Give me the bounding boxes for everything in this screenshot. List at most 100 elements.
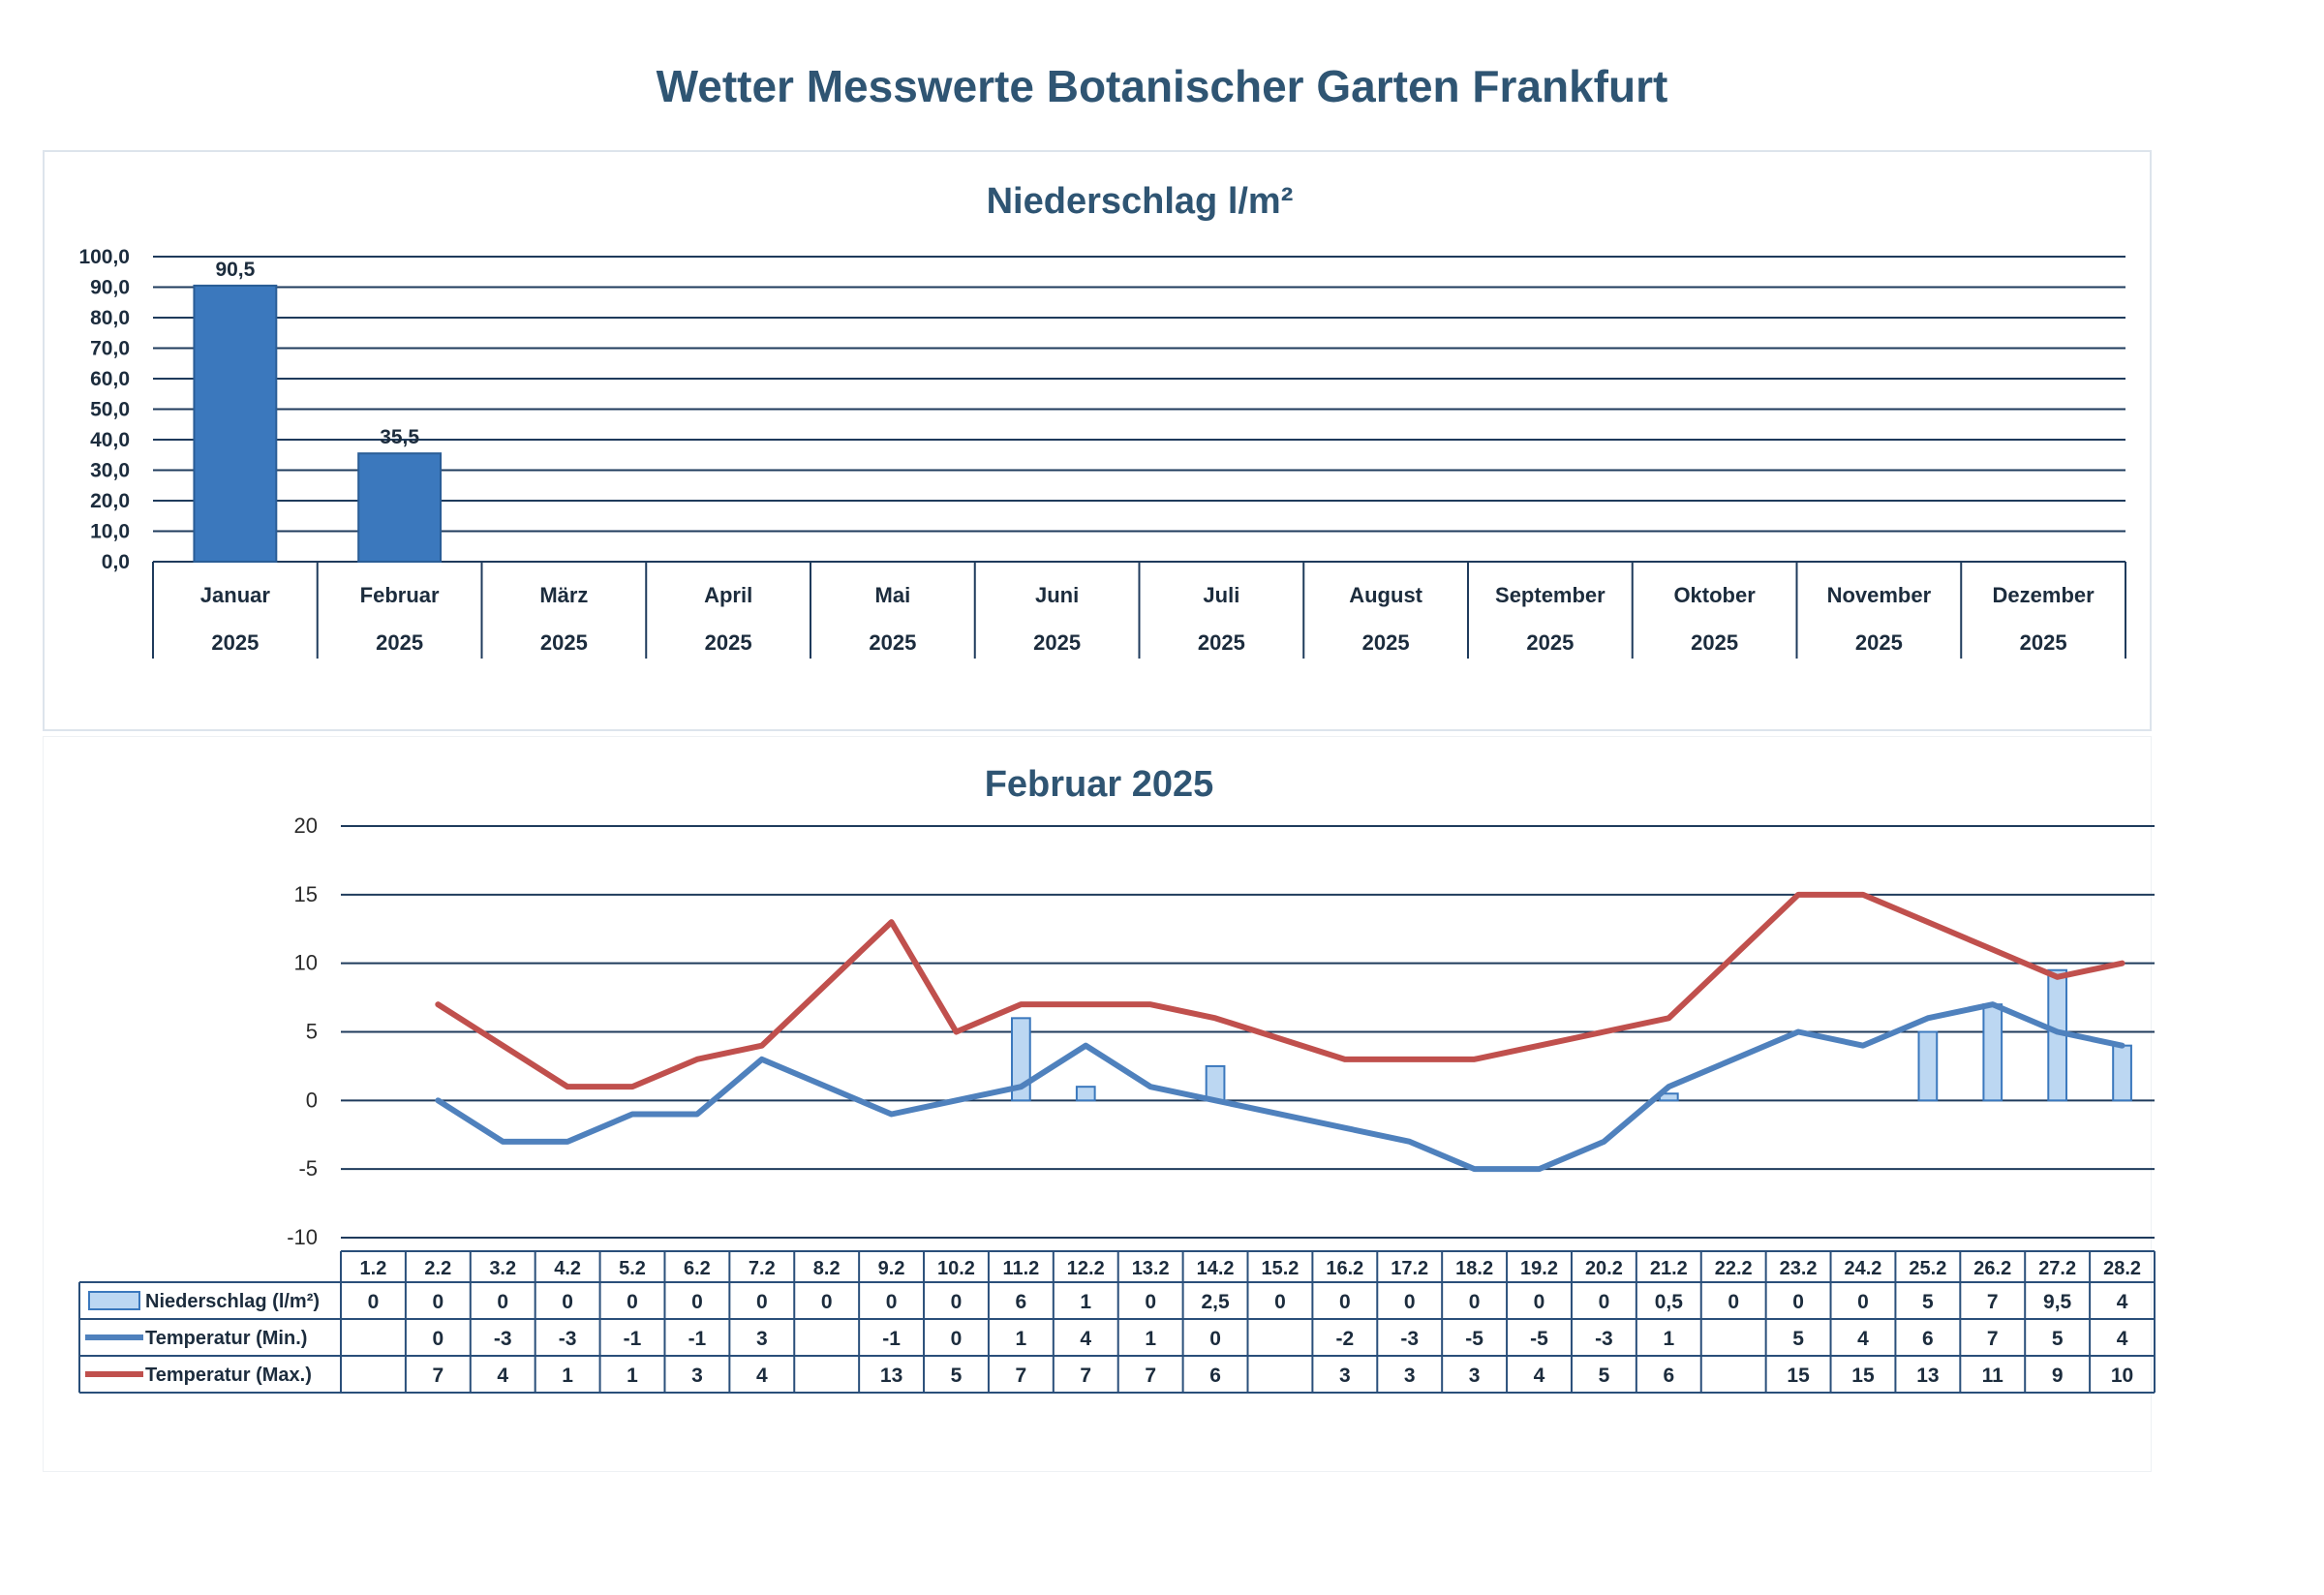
table-cell: 6 (1016, 1291, 1027, 1313)
table-cell: 11 (1982, 1365, 2004, 1387)
x-year-label: 2025 (1526, 630, 1574, 655)
table-cell: 0 (821, 1291, 833, 1313)
table-header-cell: 15.2 (1261, 1258, 1299, 1279)
x-year-label: 2025 (211, 630, 259, 655)
table-cell: 0 (1469, 1291, 1481, 1313)
table-cell: 1 (627, 1365, 638, 1387)
table-cell: 5 (1792, 1328, 1804, 1350)
table-cell: 0 (886, 1291, 898, 1313)
bar-data-label: 90,5 (215, 259, 255, 281)
february-chart-panel (43, 736, 2152, 1472)
table-cell: 9,5 (2043, 1291, 2072, 1313)
precip-bar (1075, 1086, 1096, 1102)
chart-title: Niederschlag l/m² (987, 181, 1294, 222)
x-year-label: 2025 (2020, 630, 2067, 655)
legend-row-label: Temperatur (Max.) (145, 1365, 312, 1386)
table-cell: -2 (1335, 1328, 1354, 1350)
table-header-cell: 1.2 (360, 1258, 387, 1279)
table-cell: 6 (1922, 1328, 1934, 1350)
table-cell: 0 (1145, 1291, 1156, 1313)
table-cell: -1 (688, 1328, 707, 1350)
x-year-label: 2025 (1691, 630, 1738, 655)
table-cell: 7 (1987, 1291, 1999, 1313)
table-header-cell: 3.2 (489, 1258, 516, 1279)
table-header-cell: 17.2 (1391, 1258, 1428, 1279)
table-header-cell: 23.2 (1780, 1258, 1818, 1279)
y-tick-label: 10,0 (90, 521, 130, 543)
table-header-cell: 14.2 (1197, 1258, 1235, 1279)
table-cell: 4 (756, 1365, 768, 1387)
table-cell: 5 (951, 1365, 963, 1387)
x-month-label: März (539, 583, 588, 607)
table-header-cell: 7.2 (749, 1258, 776, 1279)
y-tick-label: 70,0 (90, 338, 130, 360)
table-cell: 2,5 (1201, 1291, 1230, 1313)
table-cell: 0 (497, 1291, 508, 1313)
table-cell: 4 (1534, 1365, 1545, 1387)
table-cell: -3 (559, 1328, 577, 1350)
x-month-label: Oktober (1673, 583, 1756, 607)
y-tick-label: 20,0 (90, 490, 130, 512)
page-title: Wetter Messwerte Botanischer Garten Fran… (656, 61, 1668, 111)
table-cell: -5 (1465, 1328, 1483, 1350)
x-month-label: Januar (200, 583, 271, 607)
y-tick-label: 40,0 (90, 429, 130, 451)
y-tick-label: 60,0 (90, 368, 130, 390)
table-header-cell: 18.2 (1455, 1258, 1493, 1279)
table-header-cell: 5.2 (619, 1258, 646, 1279)
table-cell: 0 (562, 1291, 573, 1313)
table-cell: 3 (756, 1328, 768, 1350)
precipitation-chart-panel (43, 150, 2152, 731)
table-cell: 10 (2111, 1365, 2133, 1387)
table-cell: 3 (1404, 1365, 1416, 1387)
chart-title: Februar 2025 (985, 764, 1214, 805)
temp-min-line (435, 1001, 2125, 1173)
table-cell: 0 (1728, 1291, 1739, 1313)
temp-max-line (435, 891, 2125, 1090)
table-cell: 3 (1469, 1365, 1481, 1387)
table-cell: 5 (1599, 1365, 1610, 1387)
table-cell: 15 (1787, 1365, 1810, 1387)
y-tick-label: -10 (287, 1225, 318, 1249)
table-cell: 0 (1857, 1291, 1869, 1313)
table-header-cell: 20.2 (1585, 1258, 1623, 1279)
table-cell: 5 (1922, 1291, 1934, 1313)
table-cell: 7 (1016, 1365, 1027, 1387)
table-header-cell: 26.2 (1973, 1258, 2011, 1279)
precip-bar (2112, 1044, 2132, 1102)
x-year-label: 2025 (376, 630, 423, 655)
table-cell: 0 (1274, 1291, 1286, 1313)
y-tick-label: -5 (298, 1156, 318, 1181)
table-cell: 3 (691, 1365, 703, 1387)
y-tick-label: 0,0 (102, 551, 130, 573)
table-cell: 7 (1080, 1365, 1091, 1387)
table-cell: 0 (691, 1291, 703, 1313)
table-cell: 0 (951, 1328, 963, 1350)
y-tick-label: 30,0 (90, 460, 130, 482)
table-header-cell: 11.2 (1002, 1258, 1039, 1279)
table-cell: 5 (2052, 1328, 2064, 1350)
table-header-cell: 12.2 (1067, 1258, 1105, 1279)
x-year-label: 2025 (540, 630, 588, 655)
table-cell: 4 (1857, 1328, 1869, 1350)
x-month-label: Juli (1203, 583, 1239, 607)
y-tick-label: 5 (306, 1020, 318, 1044)
table-cell: 1 (1145, 1328, 1156, 1350)
table-header-cell: 25.2 (1909, 1258, 1946, 1279)
table-header-cell: 27.2 (2038, 1258, 2076, 1279)
x-year-label: 2025 (869, 630, 916, 655)
y-tick-label: 80,0 (90, 307, 130, 329)
table-cell: 1 (562, 1365, 573, 1387)
table-cell: -3 (494, 1328, 512, 1350)
x-year-label: 2025 (1362, 630, 1410, 655)
legend-row-label: Niederschlag (l/m²) (145, 1291, 320, 1312)
table-cell: 0 (951, 1291, 963, 1313)
table-cell: -3 (1400, 1328, 1419, 1350)
table-cell: 6 (1209, 1365, 1221, 1387)
table-cell: 0 (1792, 1291, 1804, 1313)
precip-bar (1205, 1064, 1226, 1102)
table-cell: 7 (432, 1365, 443, 1387)
x-month-label: November (1827, 583, 1932, 607)
x-month-label: Mai (875, 583, 911, 607)
x-year-label: 2025 (1033, 630, 1081, 655)
